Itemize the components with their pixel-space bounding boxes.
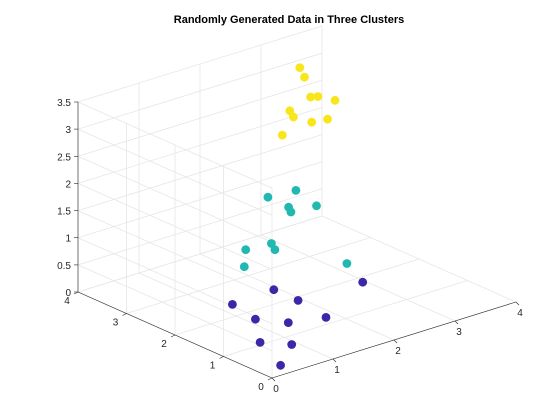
data-points — [228, 63, 368, 370]
wall-grid-line — [77, 264, 273, 352]
wall-grid-line — [77, 210, 273, 297]
cluster-1-point — [321, 313, 331, 322]
cluster-3-point — [295, 63, 305, 72]
cluster-3-point — [330, 95, 340, 105]
cluster-3-point — [307, 117, 317, 127]
wall-grid-line — [77, 101, 273, 189]
cluster-1-point — [276, 360, 285, 370]
cluster-1-point — [255, 338, 265, 347]
cluster-1-point — [287, 340, 297, 349]
cluster-3-point — [306, 92, 315, 102]
x-tick-mark — [332, 358, 337, 363]
cluster-2-point — [342, 259, 352, 268]
wall-grid-line — [77, 237, 273, 325]
floor-grid-line — [126, 237, 371, 314]
cluster-2-point — [291, 186, 301, 195]
x-tick-label: 0 — [273, 384, 279, 395]
wall-grid-line — [77, 188, 323, 266]
cluster-2-point — [263, 192, 273, 202]
wall-grid-line — [77, 155, 273, 243]
cluster-1-point — [293, 296, 303, 305]
x-tick-label: 1 — [334, 365, 340, 376]
z-tick-label: 2.5 — [57, 152, 71, 163]
cluster-1-point — [228, 300, 237, 309]
x-tick-mark — [515, 301, 520, 306]
cluster-2-point — [239, 262, 249, 272]
y-tick-label: 0 — [258, 382, 264, 393]
y-tick-label: 4 — [64, 296, 70, 307]
wall-grid-line — [77, 107, 323, 184]
cluster-3-point — [313, 92, 323, 101]
z-tick-label: 1.5 — [57, 207, 71, 218]
x-tick-mark — [271, 377, 276, 382]
y-tick-mark — [73, 291, 79, 295]
z-tick-label: 1 — [65, 234, 71, 245]
x-tick-label: 4 — [517, 308, 523, 319]
wall-grid-line — [77, 128, 273, 216]
cluster-1-point — [358, 277, 368, 287]
x-tick-mark — [393, 339, 398, 344]
x-tick-label: 3 — [456, 327, 462, 338]
z-tick-label: 0 — [65, 288, 71, 299]
y-tick-label: 2 — [161, 339, 167, 350]
y-tick-label: 1 — [210, 361, 216, 372]
cluster-2-point — [284, 202, 293, 212]
grid-layer — [77, 25, 517, 379]
y-tick-mark — [170, 334, 176, 338]
z-tick-label: 3 — [65, 125, 71, 136]
wall-grid-line — [77, 215, 323, 293]
wall-grid-line — [77, 79, 323, 157]
wall-grid-line — [77, 161, 323, 239]
x-tick-mark — [454, 320, 459, 325]
cluster-1-point — [283, 318, 293, 327]
cluster-3-point — [300, 72, 309, 82]
cluster-1-point — [251, 314, 260, 324]
y-tick-label: 3 — [113, 318, 119, 329]
wall-grid-line — [77, 25, 323, 103]
wall-grid-line — [77, 183, 273, 270]
cluster-3-point — [323, 114, 332, 124]
x-tick-label: 2 — [395, 346, 401, 357]
z-tick-label: 0.5 — [57, 261, 71, 272]
cluster-3-point — [277, 130, 287, 140]
chart-title: Randomly Generated Data in Three Cluster… — [174, 14, 404, 26]
z-tick-label: 3.5 — [57, 98, 71, 109]
cluster-2-point — [267, 239, 276, 248]
cluster-2-point — [241, 245, 251, 255]
cluster-3-point — [285, 106, 295, 116]
wall-grid-line — [77, 134, 323, 211]
y-tick-mark — [267, 377, 273, 381]
axis-layer — [73, 101, 520, 382]
cluster-1-point — [269, 285, 279, 295]
z-tick-label: 2 — [65, 179, 71, 190]
y-tick-mark — [122, 313, 127, 316]
cluster-2-point — [312, 201, 321, 211]
wall-grid-line — [77, 52, 323, 130]
y-tick-mark — [219, 356, 224, 359]
